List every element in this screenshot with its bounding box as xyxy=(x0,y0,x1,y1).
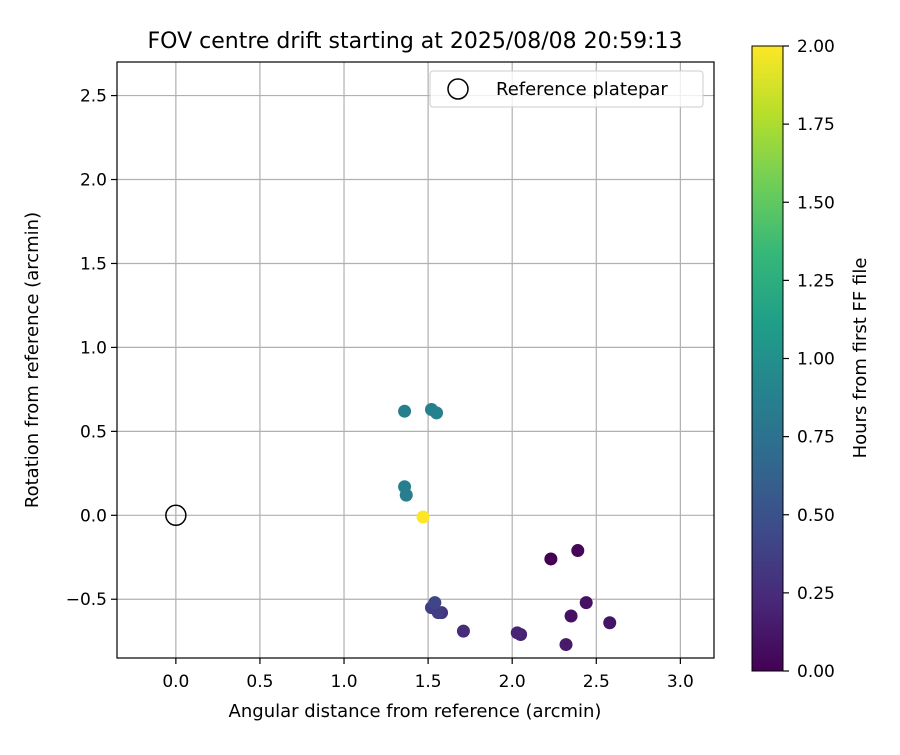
legend-label: Reference platepar xyxy=(496,79,668,100)
chart-title: FOV centre drift starting at 2025/08/08 … xyxy=(148,29,683,54)
colorbar-tick-label: 1.25 xyxy=(797,271,835,291)
data-point xyxy=(456,624,470,638)
data-point xyxy=(603,616,617,630)
x-axis-label: Angular distance from reference (arcmin) xyxy=(229,701,602,722)
colorbar-gradient xyxy=(751,45,784,672)
colorbar-tick-label: 2.00 xyxy=(797,37,835,57)
colorbar-tick-label: 1.75 xyxy=(797,115,835,135)
colorbar: 0.00 0.25 0.50 0.75 1.00 1.25 1.50 1.75 2.00 Hou… xyxy=(751,37,871,682)
grid xyxy=(117,62,714,658)
x-tick-label: 0.0 xyxy=(162,672,189,692)
y-tick-label: −0.5 xyxy=(66,590,107,610)
colorbar-tick-label: 0.75 xyxy=(797,428,835,448)
x-tick-label: 1.5 xyxy=(415,672,442,692)
x-tick-label: 1.0 xyxy=(331,672,358,692)
data-point xyxy=(579,596,593,610)
x-tick-label: 2.0 xyxy=(499,672,526,692)
data-point xyxy=(398,404,412,418)
legend-marker xyxy=(447,78,469,100)
plot-frame xyxy=(116,61,715,659)
data-point xyxy=(430,406,444,420)
y-tick-label: 2.0 xyxy=(80,171,107,191)
y-axis: −0.5 0.0 0.5 1.0 1.5 2.0 2.5 xyxy=(66,87,117,610)
x-axis: 0.0 0.5 1.0 1.5 2.0 2.5 3.0 xyxy=(162,658,694,692)
data-point xyxy=(571,544,585,558)
y-tick-label: 2.5 xyxy=(80,87,107,107)
y-tick-label: 1.5 xyxy=(80,254,107,274)
x-tick-label: 2.5 xyxy=(583,672,610,692)
x-tick-label: 0.5 xyxy=(246,672,273,692)
legend: Reference platepar xyxy=(429,70,704,108)
data-point xyxy=(559,638,573,652)
colorbar-tick-label: 0.25 xyxy=(797,584,835,604)
data-point xyxy=(398,480,412,494)
colorbar-label: Hours from first FF file xyxy=(850,258,871,459)
data-point xyxy=(510,626,524,640)
x-tick-label: 3.0 xyxy=(667,672,694,692)
y-tick-label: 1.0 xyxy=(80,338,107,358)
legend-box xyxy=(429,70,704,108)
y-tick-label: 0.5 xyxy=(80,422,107,442)
colorbar-tick-label: 1.00 xyxy=(797,350,835,370)
colorbar-tick-label: 0.00 xyxy=(797,662,835,682)
reference-marker-layer xyxy=(165,504,187,527)
y-tick-label: 0.0 xyxy=(80,506,107,526)
data-point xyxy=(428,596,442,610)
colorbar-ticks: 0.00 0.25 0.50 0.75 1.00 1.25 1.50 1.75 2.00 xyxy=(783,37,835,682)
data-point xyxy=(564,609,578,623)
colorbar-tick-label: 1.50 xyxy=(797,193,835,213)
data-point xyxy=(416,510,430,524)
data-point xyxy=(544,552,558,566)
colorbar-tick-label: 0.50 xyxy=(797,506,835,526)
data-points xyxy=(398,403,617,652)
y-axis-label: Rotation from reference (arcmin) xyxy=(22,212,43,508)
reference-platepar-marker xyxy=(165,504,187,527)
